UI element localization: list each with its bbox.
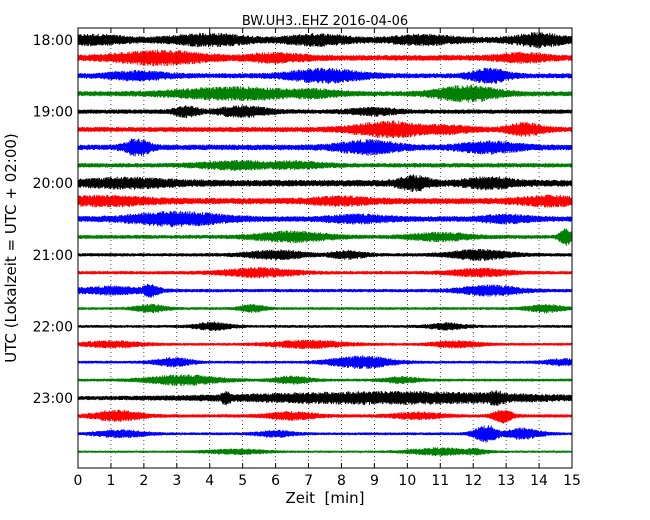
trace-1945 (77, 159, 573, 171)
trace-2215 (77, 339, 573, 350)
x-tick-label: 12 (464, 473, 482, 489)
trace-2230 (77, 355, 573, 370)
trace-2300 (77, 390, 573, 406)
chart-title: BW.UH3..EHZ 2016-04-06 (242, 14, 408, 29)
trace-2315 (77, 409, 573, 424)
x-tick-label: 8 (337, 473, 346, 489)
trace-2145 (77, 303, 573, 314)
trace-2130 (77, 284, 573, 298)
trace-group (77, 31, 573, 457)
trace-1815 (77, 49, 573, 67)
trace-2100 (77, 248, 573, 261)
x-axis-label: Zeit [min] (285, 489, 364, 507)
trace-2115 (77, 267, 573, 279)
x-tick-label: 6 (271, 473, 280, 489)
trace-2200 (77, 321, 573, 332)
x-tick-label: 14 (530, 473, 548, 489)
y-tick-label: 20:00 (33, 176, 73, 192)
trace-1930 (77, 138, 573, 157)
x-tick-label: 10 (398, 473, 416, 489)
x-tick-label: 0 (74, 473, 83, 489)
trace-1830 (77, 67, 573, 84)
x-tick-label: 5 (238, 473, 247, 489)
trace-1800 (77, 31, 573, 49)
trace-1845 (77, 84, 573, 103)
trace-2045 (77, 228, 573, 246)
x-tick-label: 3 (172, 473, 181, 489)
trace-2245 (77, 374, 573, 386)
trace-2330 (77, 425, 573, 443)
y-tick-label: 18:00 (33, 33, 73, 49)
trace-2030 (77, 210, 573, 228)
y-tick-label: 23:00 (33, 391, 73, 407)
plot-frame (77, 27, 573, 469)
x-tick-label: 4 (205, 473, 214, 489)
vertical-grid (110, 28, 540, 468)
trace-2015 (77, 194, 573, 208)
y-axis-label: UTC (Lokalzeit = UTC + 02:00) (2, 133, 20, 363)
y-axis-ticks: 18:00 19:00 20:00 21:00 22:00 23:00 (33, 33, 572, 407)
y-tick-label: 19:00 (33, 105, 73, 121)
y-tick-label: 22:00 (33, 319, 73, 335)
trace-1915 (77, 120, 573, 139)
trace-2345 (77, 447, 573, 457)
trace-1900 (77, 105, 573, 119)
y-tick-label: 21:00 (33, 248, 73, 264)
x-axis-ticks: 0 1 2 3 4 5 6 7 8 9 10 11 12 13 14 15 (74, 28, 581, 489)
x-tick-label: 1 (106, 473, 115, 489)
x-tick-label: 13 (497, 473, 515, 489)
trace-2000 (77, 174, 573, 193)
x-tick-label: 7 (304, 473, 313, 489)
x-tick-label: 11 (431, 473, 449, 489)
x-tick-label: 2 (139, 473, 148, 489)
x-tick-label: 9 (370, 473, 379, 489)
x-tick-label: 15 (563, 473, 581, 489)
